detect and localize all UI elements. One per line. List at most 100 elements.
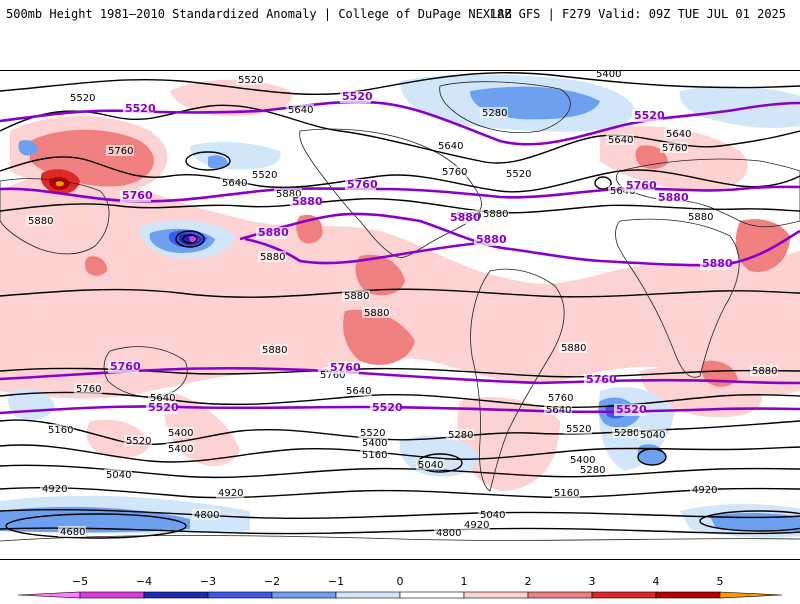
highlighted-contour-label: 5520 <box>148 401 179 414</box>
contour-label-bg <box>274 188 302 199</box>
map-canvas: 5520552056405400528056405760564055205640… <box>0 71 800 542</box>
contour-label: 5160 <box>554 488 579 499</box>
colorbar-segment <box>79 591 145 599</box>
contour-label-bg <box>68 92 96 103</box>
colorbar-tick-label: −1 <box>328 575 344 588</box>
contour-label-bg <box>440 166 468 177</box>
contour-label-bg <box>146 402 177 414</box>
contour-label: 5520 <box>126 436 151 447</box>
height-contour-labels: 5520552056405400528056405760564055205640… <box>26 71 778 539</box>
colorbar-segment <box>463 591 529 599</box>
highlighted-contour-label: 5760 <box>626 179 657 192</box>
contour-label-bg <box>74 383 102 394</box>
contour-label-bg <box>446 429 474 440</box>
anomaly-area <box>86 419 150 458</box>
contour-label-bg <box>448 212 479 224</box>
anomaly-area <box>679 86 800 128</box>
colorbar-tick-label: 0 <box>397 575 404 588</box>
coastline-south-america <box>470 268 565 492</box>
contour-label: 5040 <box>106 470 131 481</box>
highlighted-contour-labels: 5520 5520 5520 5760 5760 5760 5880 5880 5880 5880… <box>108 90 733 416</box>
contour-label: 5880 <box>561 343 586 354</box>
contour-label: 5880 <box>688 212 713 223</box>
contour-label-bg <box>504 168 532 179</box>
contour-label: 5640 <box>346 386 371 397</box>
height-contour <box>637 448 667 466</box>
contour-label: 5640 <box>546 405 571 416</box>
colorbar-segment <box>527 591 593 599</box>
contour-label: 5880 <box>262 345 287 356</box>
contour-label-bg <box>360 449 388 460</box>
contour-label-bg <box>559 342 587 353</box>
contour-label-bg <box>478 509 506 520</box>
coastline-africa <box>615 218 740 378</box>
contour-label: 5280 <box>580 465 605 476</box>
highlighted-contour-label: 5760 <box>110 360 141 373</box>
contour-label: 5040 <box>480 510 505 521</box>
height-contour-5760 <box>0 366 800 385</box>
contour-label-bg <box>106 145 134 156</box>
contour-label: 5880 <box>344 291 369 302</box>
colorbar-arrow-low <box>17 591 81 599</box>
height-contour-5880 <box>244 237 481 265</box>
contour-label-bg <box>546 392 574 403</box>
anomaly-area <box>18 140 38 156</box>
anomaly-shading <box>0 74 800 538</box>
contour-label-bg <box>480 107 508 118</box>
contour-label-bg <box>108 361 139 373</box>
contour-label: 5520 <box>252 170 277 181</box>
contour-label: 5280 <box>482 108 507 119</box>
contour-label: 5760 <box>76 384 101 395</box>
contour-label: 5640 <box>438 141 463 152</box>
contour-label: 5760 <box>320 370 345 381</box>
contour-label-bg <box>750 365 778 376</box>
height-contour <box>0 391 800 409</box>
height-contour <box>0 508 800 520</box>
contour-label: 5880 <box>276 189 301 200</box>
contour-label: 5640 <box>608 135 633 146</box>
contour-label-bg <box>220 177 248 188</box>
colorbar-segment <box>655 591 721 599</box>
contour-label-bg <box>686 211 714 222</box>
contour-label-bg <box>608 185 636 196</box>
contour-label-bg <box>664 128 692 139</box>
coastline-antarctica <box>0 535 800 542</box>
colorbar-arrow-high <box>719 591 783 599</box>
contour-label-bg <box>166 427 194 438</box>
contour-label: 5400 <box>168 444 193 455</box>
contour-label-bg <box>120 190 151 202</box>
highlighted-contour-label: 5760 <box>586 373 617 386</box>
anomaly-area <box>0 256 110 320</box>
contour-label-bg <box>124 435 152 446</box>
contour-label: 5880 <box>364 308 389 319</box>
contour-label: 5640 <box>666 129 691 140</box>
colorbar-tick-label: 3 <box>589 575 596 588</box>
colorbar-tick-label: −4 <box>136 575 152 588</box>
colorbar-tick-label: −3 <box>200 575 216 588</box>
colorbar-segment <box>207 591 273 599</box>
contour-label-bg <box>260 344 288 355</box>
highlighted-contour-label: 5520 <box>616 403 647 416</box>
contour-label: 5880 <box>752 366 777 377</box>
contour-label-bg <box>58 526 86 537</box>
anomaly-map[interactable]: 5520 5520 5640 5400 5280 5640 5760 5640 5520 5640… <box>0 70 800 560</box>
contour-label-bg <box>434 527 462 538</box>
contour-label-bg <box>552 487 580 498</box>
height-contour <box>0 444 800 463</box>
contour-label-bg <box>362 307 390 318</box>
contour-label-bg <box>474 234 505 246</box>
contour-label: 4920 <box>464 520 489 531</box>
contour-label-bg <box>26 215 54 226</box>
contour-label-bg <box>123 103 154 115</box>
colorbar-segment <box>591 591 657 599</box>
contour-label: 5640 <box>222 178 247 189</box>
contour-label-bg <box>416 459 444 470</box>
contour-label-bg <box>148 392 176 403</box>
anomaly-area <box>0 506 190 533</box>
contour-label: 5280 <box>614 428 639 439</box>
contour-label: 5520 <box>566 424 591 435</box>
height-contour <box>185 151 231 171</box>
anomaly-area <box>84 256 108 276</box>
contour-label: 5880 <box>28 216 53 227</box>
contour-label-bg <box>290 196 321 208</box>
